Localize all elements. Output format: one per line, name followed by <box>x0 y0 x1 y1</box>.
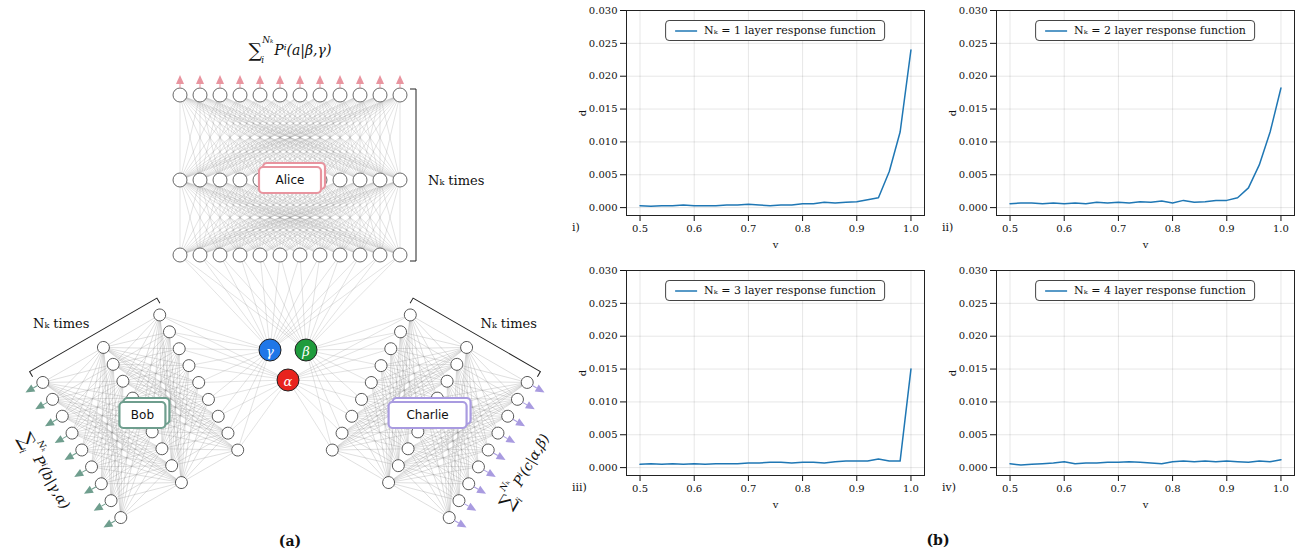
svg-text:d: d <box>947 369 958 376</box>
svg-text:γ: γ <box>266 344 274 359</box>
svg-text:β: β <box>301 344 310 359</box>
svg-text:0.015: 0.015 <box>589 103 618 114</box>
svg-text:0.025: 0.025 <box>959 298 988 309</box>
svg-text:d: d <box>947 109 958 116</box>
svg-text:0.005: 0.005 <box>589 169 618 180</box>
svg-text:0.005: 0.005 <box>959 429 988 440</box>
svg-text:0.030: 0.030 <box>959 265 988 276</box>
svg-text:Nₖ times: Nₖ times <box>481 316 537 331</box>
svg-text:0.030: 0.030 <box>589 265 618 276</box>
svg-text:0.8: 0.8 <box>795 483 811 494</box>
svg-text:0.015: 0.015 <box>959 103 988 114</box>
svg-text:0.010: 0.010 <box>589 396 618 407</box>
svg-text:0.025: 0.025 <box>959 38 988 49</box>
svg-text:1.0: 1.0 <box>1273 483 1289 494</box>
html-text:Nₖ = 3 layer response function: Nₖ = 3 layer response function <box>704 284 876 297</box>
svg-text:0.025: 0.025 <box>589 38 618 49</box>
svg-text:v: v <box>1142 239 1149 250</box>
svg-text:0.9: 0.9 <box>849 223 865 234</box>
html-text:Nₖ = 4 layer response function: Nₖ = 4 layer response function <box>1074 284 1246 297</box>
svg-text:1.0: 1.0 <box>1273 223 1289 234</box>
svg-text:0.000: 0.000 <box>589 202 618 213</box>
svg-text:0.8: 0.8 <box>795 223 811 234</box>
svg-text:v: v <box>772 499 779 510</box>
html-text:Nₖ = 2 layer response function: Nₖ = 2 layer response function <box>1074 24 1246 37</box>
svg-text:(a): (a) <box>279 533 301 549</box>
svg-text:v: v <box>772 239 779 250</box>
svg-text:∑NₖiPⁱ(a|β,γ): ∑NₖiPⁱ(a|β,γ) <box>249 35 332 65</box>
svg-text:0.5: 0.5 <box>632 223 648 234</box>
svg-text:0.015: 0.015 <box>959 363 988 374</box>
html-text:iv): iv) <box>942 481 956 494</box>
html-text:Nₖ = 1 layer response function: Nₖ = 1 layer response function <box>704 24 876 37</box>
svg-text:0.7: 0.7 <box>1110 223 1126 234</box>
svg-text:0.9: 0.9 <box>1219 483 1235 494</box>
svg-text:0.6: 0.6 <box>686 223 702 234</box>
svg-text:0.000: 0.000 <box>959 202 988 213</box>
html-text:i): i) <box>572 221 580 234</box>
svg-text:1.0: 1.0 <box>903 223 919 234</box>
svg-text:0.010: 0.010 <box>959 136 988 147</box>
svg-text:0.5: 0.5 <box>1002 483 1018 494</box>
svg-text:0.030: 0.030 <box>959 5 988 16</box>
svg-text:∑NₖiPⁱ(c|α,β): ∑NₖiPⁱ(c|α,β) <box>491 427 559 514</box>
svg-text:0.020: 0.020 <box>959 330 988 341</box>
svg-text:0.8: 0.8 <box>1165 483 1181 494</box>
svg-text:Charlie: Charlie <box>406 408 448 422</box>
html-text:(b): (b) <box>926 532 950 548</box>
svg-text:d: d <box>577 369 588 376</box>
svg-text:0.6: 0.6 <box>1056 483 1072 494</box>
svg-text:0.6: 0.6 <box>686 483 702 494</box>
svg-text:α: α <box>284 374 293 389</box>
svg-text:Alice: Alice <box>276 173 305 187</box>
svg-text:0.000: 0.000 <box>959 462 988 473</box>
svg-text:0.6: 0.6 <box>1056 223 1072 234</box>
svg-text:0.020: 0.020 <box>959 70 988 81</box>
svg-text:0.010: 0.010 <box>589 136 618 147</box>
svg-text:d: d <box>577 109 588 116</box>
svg-text:Nₖ times: Nₖ times <box>33 316 89 331</box>
svg-text:0.000: 0.000 <box>589 462 618 473</box>
svg-text:0.9: 0.9 <box>1219 223 1235 234</box>
svg-text:0.5: 0.5 <box>632 483 648 494</box>
svg-text:0.7: 0.7 <box>740 483 756 494</box>
svg-text:Nₖ times: Nₖ times <box>428 173 484 188</box>
svg-text:0.9: 0.9 <box>849 483 865 494</box>
svg-text:1.0: 1.0 <box>903 483 919 494</box>
svg-text:0.005: 0.005 <box>959 169 988 180</box>
svg-text:0.8: 0.8 <box>1165 223 1181 234</box>
svg-text:Bob: Bob <box>131 408 154 422</box>
svg-text:0.020: 0.020 <box>589 330 618 341</box>
html-text:iii): iii) <box>572 481 587 494</box>
svg-text:0.020: 0.020 <box>589 70 618 81</box>
svg-text:v: v <box>1142 499 1149 510</box>
svg-text:0.005: 0.005 <box>589 429 618 440</box>
svg-text:0.030: 0.030 <box>589 5 618 16</box>
html-text:ii): ii) <box>942 221 954 234</box>
svg-text:0.5: 0.5 <box>1002 223 1018 234</box>
svg-text:0.010: 0.010 <box>959 396 988 407</box>
svg-text:∑NₖiPⁱ(b|γ,α): ∑NₖiPⁱ(b|γ,α) <box>11 427 79 515</box>
svg-text:0.015: 0.015 <box>589 363 618 374</box>
svg-text:0.7: 0.7 <box>1110 483 1126 494</box>
svg-text:0.7: 0.7 <box>740 223 756 234</box>
svg-text:0.025: 0.025 <box>589 298 618 309</box>
